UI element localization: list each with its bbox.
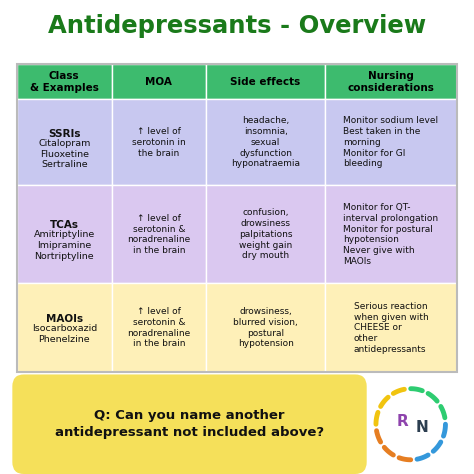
Text: Antidepressants - Overview: Antidepressants - Overview xyxy=(48,14,426,38)
FancyBboxPatch shape xyxy=(111,64,206,100)
Text: confusion,
drowsiness
palpitations
weight gain
dry mouth: confusion, drowsiness palpitations weigh… xyxy=(239,209,292,260)
Text: MOA: MOA xyxy=(146,77,173,87)
Text: Side effects: Side effects xyxy=(230,77,301,87)
Text: Serious reaction
when given with
CHEESE or
other
antidepressants: Serious reaction when given with CHEESE … xyxy=(354,302,428,354)
FancyBboxPatch shape xyxy=(325,100,457,185)
Text: headache,
insomnia,
sexual
dysfunction
hyponatraemia: headache, insomnia, sexual dysfunction h… xyxy=(231,116,300,168)
FancyBboxPatch shape xyxy=(111,185,206,283)
Text: drowsiness,
blurred vision,
postural
hypotension: drowsiness, blurred vision, postural hyp… xyxy=(233,307,298,348)
FancyBboxPatch shape xyxy=(206,64,325,100)
FancyBboxPatch shape xyxy=(325,185,457,283)
Text: Citalopram
Fluoxetine
Sertraline: Citalopram Fluoxetine Sertraline xyxy=(38,139,91,169)
FancyBboxPatch shape xyxy=(206,283,325,372)
Text: Monitor sodium level
Best taken in the
morning
Monitor for GI
bleeding: Monitor sodium level Best taken in the m… xyxy=(344,116,438,168)
Text: Isocarboxazid
Phenelzine: Isocarboxazid Phenelzine xyxy=(32,324,97,344)
FancyBboxPatch shape xyxy=(17,185,111,283)
FancyBboxPatch shape xyxy=(325,283,457,372)
Text: ↑ level of
serotonin in
the brain: ↑ level of serotonin in the brain xyxy=(132,127,186,158)
Text: SSRIs: SSRIs xyxy=(48,129,81,139)
Text: ↑ level of
serotonin &
noradrenaline
in the brain: ↑ level of serotonin & noradrenaline in … xyxy=(127,307,191,348)
FancyBboxPatch shape xyxy=(17,100,111,185)
Text: N: N xyxy=(415,419,428,435)
FancyBboxPatch shape xyxy=(206,100,325,185)
FancyBboxPatch shape xyxy=(111,100,206,185)
Text: Class
& Examples: Class & Examples xyxy=(30,71,99,92)
FancyBboxPatch shape xyxy=(17,64,111,100)
Text: Q: Can you name another
antidepressant not included above?: Q: Can you name another antidepressant n… xyxy=(55,409,324,439)
FancyBboxPatch shape xyxy=(17,283,111,372)
Text: ↑ level of
serotonin &
noradrenaline
in the brain: ↑ level of serotonin & noradrenaline in … xyxy=(127,214,191,255)
Text: Nursing
considerations: Nursing considerations xyxy=(347,71,435,92)
FancyBboxPatch shape xyxy=(12,374,367,474)
Text: Amitriptyline
Imipramine
Nortriptyline: Amitriptyline Imipramine Nortriptyline xyxy=(34,230,95,261)
FancyBboxPatch shape xyxy=(325,64,457,100)
FancyBboxPatch shape xyxy=(206,185,325,283)
Text: MAOIs: MAOIs xyxy=(46,314,83,324)
FancyBboxPatch shape xyxy=(111,283,206,372)
Text: R: R xyxy=(396,414,408,429)
Circle shape xyxy=(386,399,436,450)
Text: TCAs: TCAs xyxy=(50,220,79,230)
Text: Monitor for QT-
interval prolongation
Monitor for postural
hypotension
Never giv: Monitor for QT- interval prolongation Mo… xyxy=(344,203,438,266)
